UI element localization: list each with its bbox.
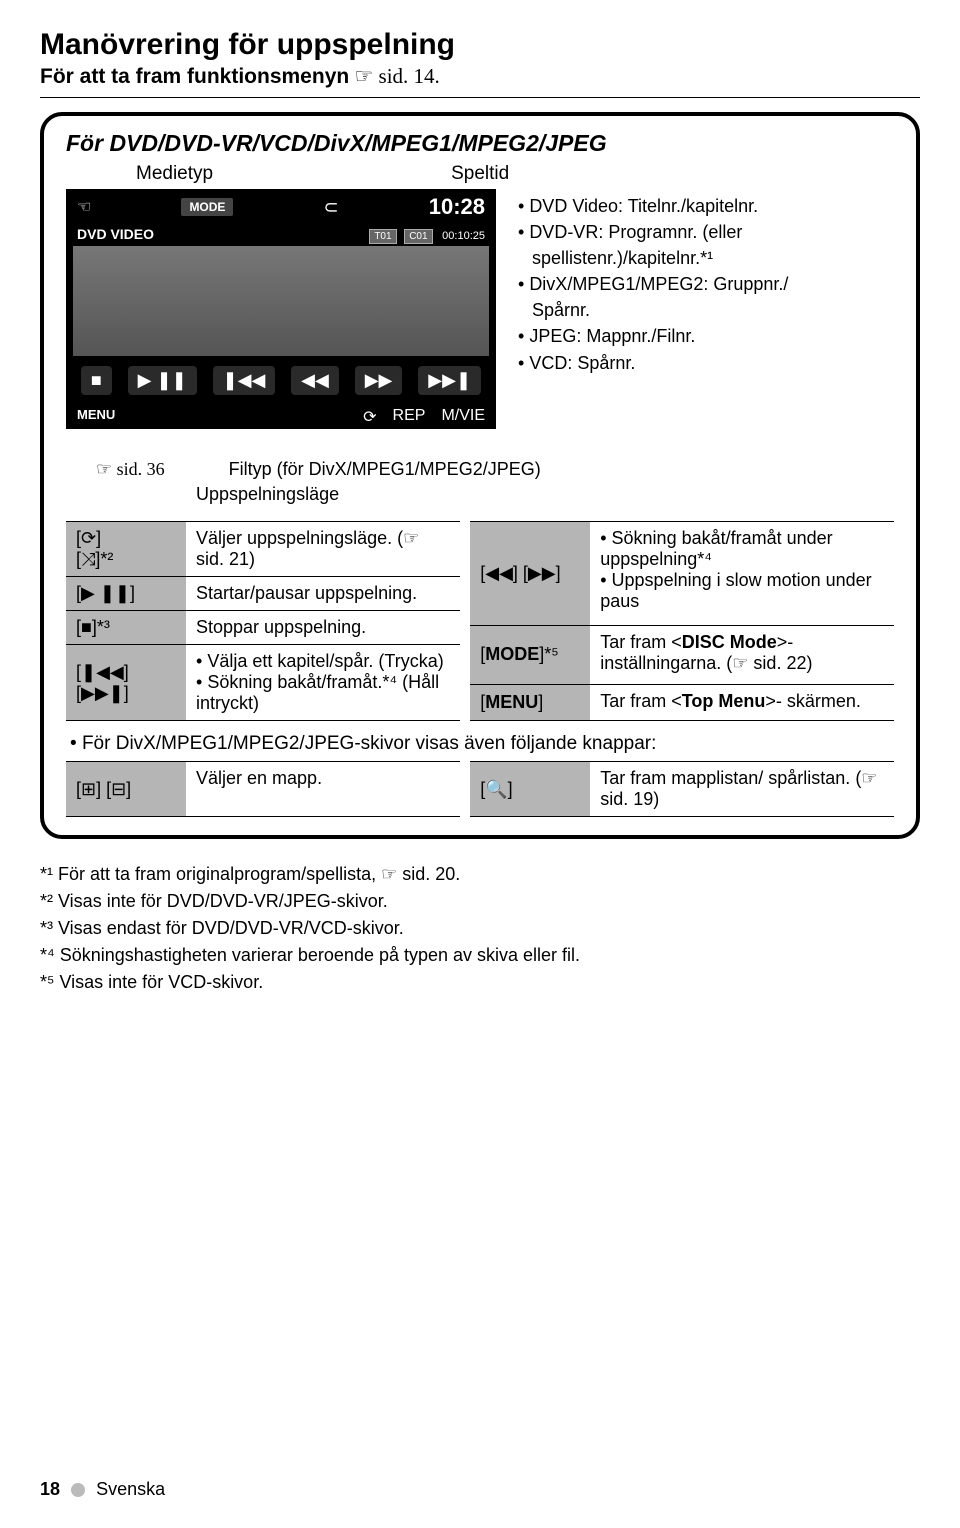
video-preview [73, 246, 489, 356]
table-left: [⟳] [⤨]*² Väljer uppspelningsläge. (☞ si… [66, 521, 460, 721]
device-screenshot: ☜ MODE ⊂ 10:28 DVD VIDEO T01 C01 00:10:2… [66, 189, 496, 429]
filetype-label: Filtyp (för DivX/MPEG1/MPEG2/JPEG) [209, 459, 541, 480]
table-right: [◀◀] [▶▶] Sökning bakåt/framåt under upp… [470, 521, 894, 721]
table-bottom-right: [🔍] Tar fram mapplistan/ spårlistan. (☞ … [470, 761, 894, 817]
loop-icon: ⊂ [324, 197, 339, 218]
t2r1a: Sökning bakåt/framåt under uppspelning*⁴ [600, 528, 884, 570]
fn1: För att ta fram originalprogram/spellist… [40, 861, 920, 888]
btn-play: ▶ ❚❚ [128, 366, 197, 395]
rl-4: JPEG: Mappnr./Filnr. [514, 323, 788, 349]
clock: 10:28 [429, 194, 485, 220]
tb1v: Väljer en mapp. [186, 762, 460, 817]
label-mediatype: Medietyp [136, 163, 213, 185]
btn-rw: ◀◀ [291, 366, 339, 395]
fn5: Visas inte för VCD-skivor. [40, 969, 920, 996]
elapsed: 00:10:25 [442, 230, 485, 242]
fn4: Sökningshastigheten varierar beroende på… [40, 942, 920, 969]
t2r3k: [MENU] [470, 684, 590, 720]
t1r1k: [⟳] [⤨]*² [66, 522, 186, 577]
rl-5: VCD: Spårnr. [514, 350, 788, 376]
btn-next: ▶▶❚ [418, 366, 481, 395]
tb1k: [⊞] [⊟] [66, 762, 186, 817]
divider [40, 97, 920, 98]
t1r4a: Välja ett kapitel/spår. (Trycka) [196, 651, 450, 672]
t1r4k: [❚◀◀] [▶▶❚] [66, 645, 186, 721]
menu-label: MENU [77, 407, 115, 427]
mode-chip: MODE [181, 198, 233, 216]
dvd-label: DVD VIDEO [77, 226, 154, 242]
right-bullet-list: DVD Video: Titelnr./kapitelnr. DVD-VR: P… [514, 189, 788, 376]
box-heading: För DVD/DVD-VR/VCD/DivX/MPEG1/MPEG2/JPEG [66, 130, 894, 157]
subtitle: För att ta fram funktionsmenyn ☞ sid. 14… [40, 64, 920, 89]
rl-2: DVD-VR: Programnr. (eller [514, 219, 788, 245]
hand-icon: ☜ [77, 197, 91, 217]
page-footer: 18 Svenska [40, 1479, 165, 1500]
tb2v: Tar fram mapplistan/ spårlistan. (☞ sid.… [590, 762, 894, 817]
t1r1v: Väljer uppspelningsläge. (☞ sid. 21) [186, 522, 460, 577]
t1r3k: [■]*³ [66, 611, 186, 645]
subtitle-bold: För att ta fram funktionsmenyn [40, 65, 349, 88]
t2r3v: Tar fram <Top Menu>- skärmen. [590, 684, 894, 720]
footnotes: För att ta fram originalprogram/spellist… [40, 861, 920, 996]
subtitle-ref: ☞ sid. 14. [349, 64, 440, 88]
label-playtime: Speltid [451, 163, 509, 185]
chip-t01: T01 [369, 229, 396, 244]
top-labels: Medietyp Speltid [66, 163, 894, 185]
t1r2v: Startar/pausar uppspelning. [186, 577, 460, 611]
t1r2k: [▶ ❚❚] [66, 577, 186, 611]
rl-2b: spellistenr.)/kapitelnr.*¹ [514, 245, 788, 271]
btn-prev: ❚◀◀ [213, 366, 276, 395]
mid-row: ☞ sid. 36 Filtyp (för DivX/MPEG1/MPEG2/J… [66, 459, 894, 480]
ref-sid36: ☞ sid. 36 [96, 459, 165, 480]
t2r1v: Sökning bakåt/framåt under uppspelning*⁴… [590, 522, 894, 626]
t1r4b: Sökning bakåt/framåt.*⁴ (Håll intryckt) [196, 672, 450, 714]
bi-loop: ⟳ [363, 407, 376, 427]
rl-3: DivX/MPEG1/MPEG2: Gruppnr./ [514, 271, 788, 297]
t2r2v: Tar fram <DISC Mode>- inställningarna. (… [590, 625, 894, 684]
chip-c01: C01 [404, 229, 432, 244]
tb2k: [🔍] [470, 762, 590, 817]
fn2: Visas inte för DVD/DVD-VR/JPEG-skivor. [40, 888, 920, 915]
t1r3v: Stoppar uppspelning. [186, 611, 460, 645]
t2r1k: [◀◀] [▶▶] [470, 522, 590, 626]
rl-1: DVD Video: Titelnr./kapitelnr. [514, 193, 788, 219]
page-number: 18 [40, 1479, 60, 1499]
bi-movie: M/VIE [441, 407, 485, 427]
footer-lang: Svenska [96, 1479, 165, 1499]
footer-dot-icon [71, 1483, 85, 1497]
btn-ff: ▶▶ [355, 366, 403, 395]
main-box: För DVD/DVD-VR/VCD/DivX/MPEG1/MPEG2/JPEG… [40, 112, 920, 839]
bi-rep: REP [393, 407, 426, 427]
table-bottom-left: [⊞] [⊟] Väljer en mapp. [66, 761, 460, 817]
btn-stop: ■ [81, 366, 112, 395]
page-title: Manövrering för uppspelning [40, 28, 920, 62]
playmode-label: Uppspelningsläge [66, 484, 894, 505]
extra-line: För DivX/MPEG1/MPEG2/JPEG-skivor visas ä… [70, 733, 894, 755]
t2r1b: Uppspelning i slow motion under paus [600, 570, 884, 612]
t1r4v: Välja ett kapitel/spår. (Trycka) Sökning… [186, 645, 460, 721]
t2r2k: [MODE]*⁵ [470, 625, 590, 684]
fn3: Visas endast för DVD/DVD-VR/VCD-skivor. [40, 915, 920, 942]
rl-3b: Spårnr. [514, 297, 788, 323]
